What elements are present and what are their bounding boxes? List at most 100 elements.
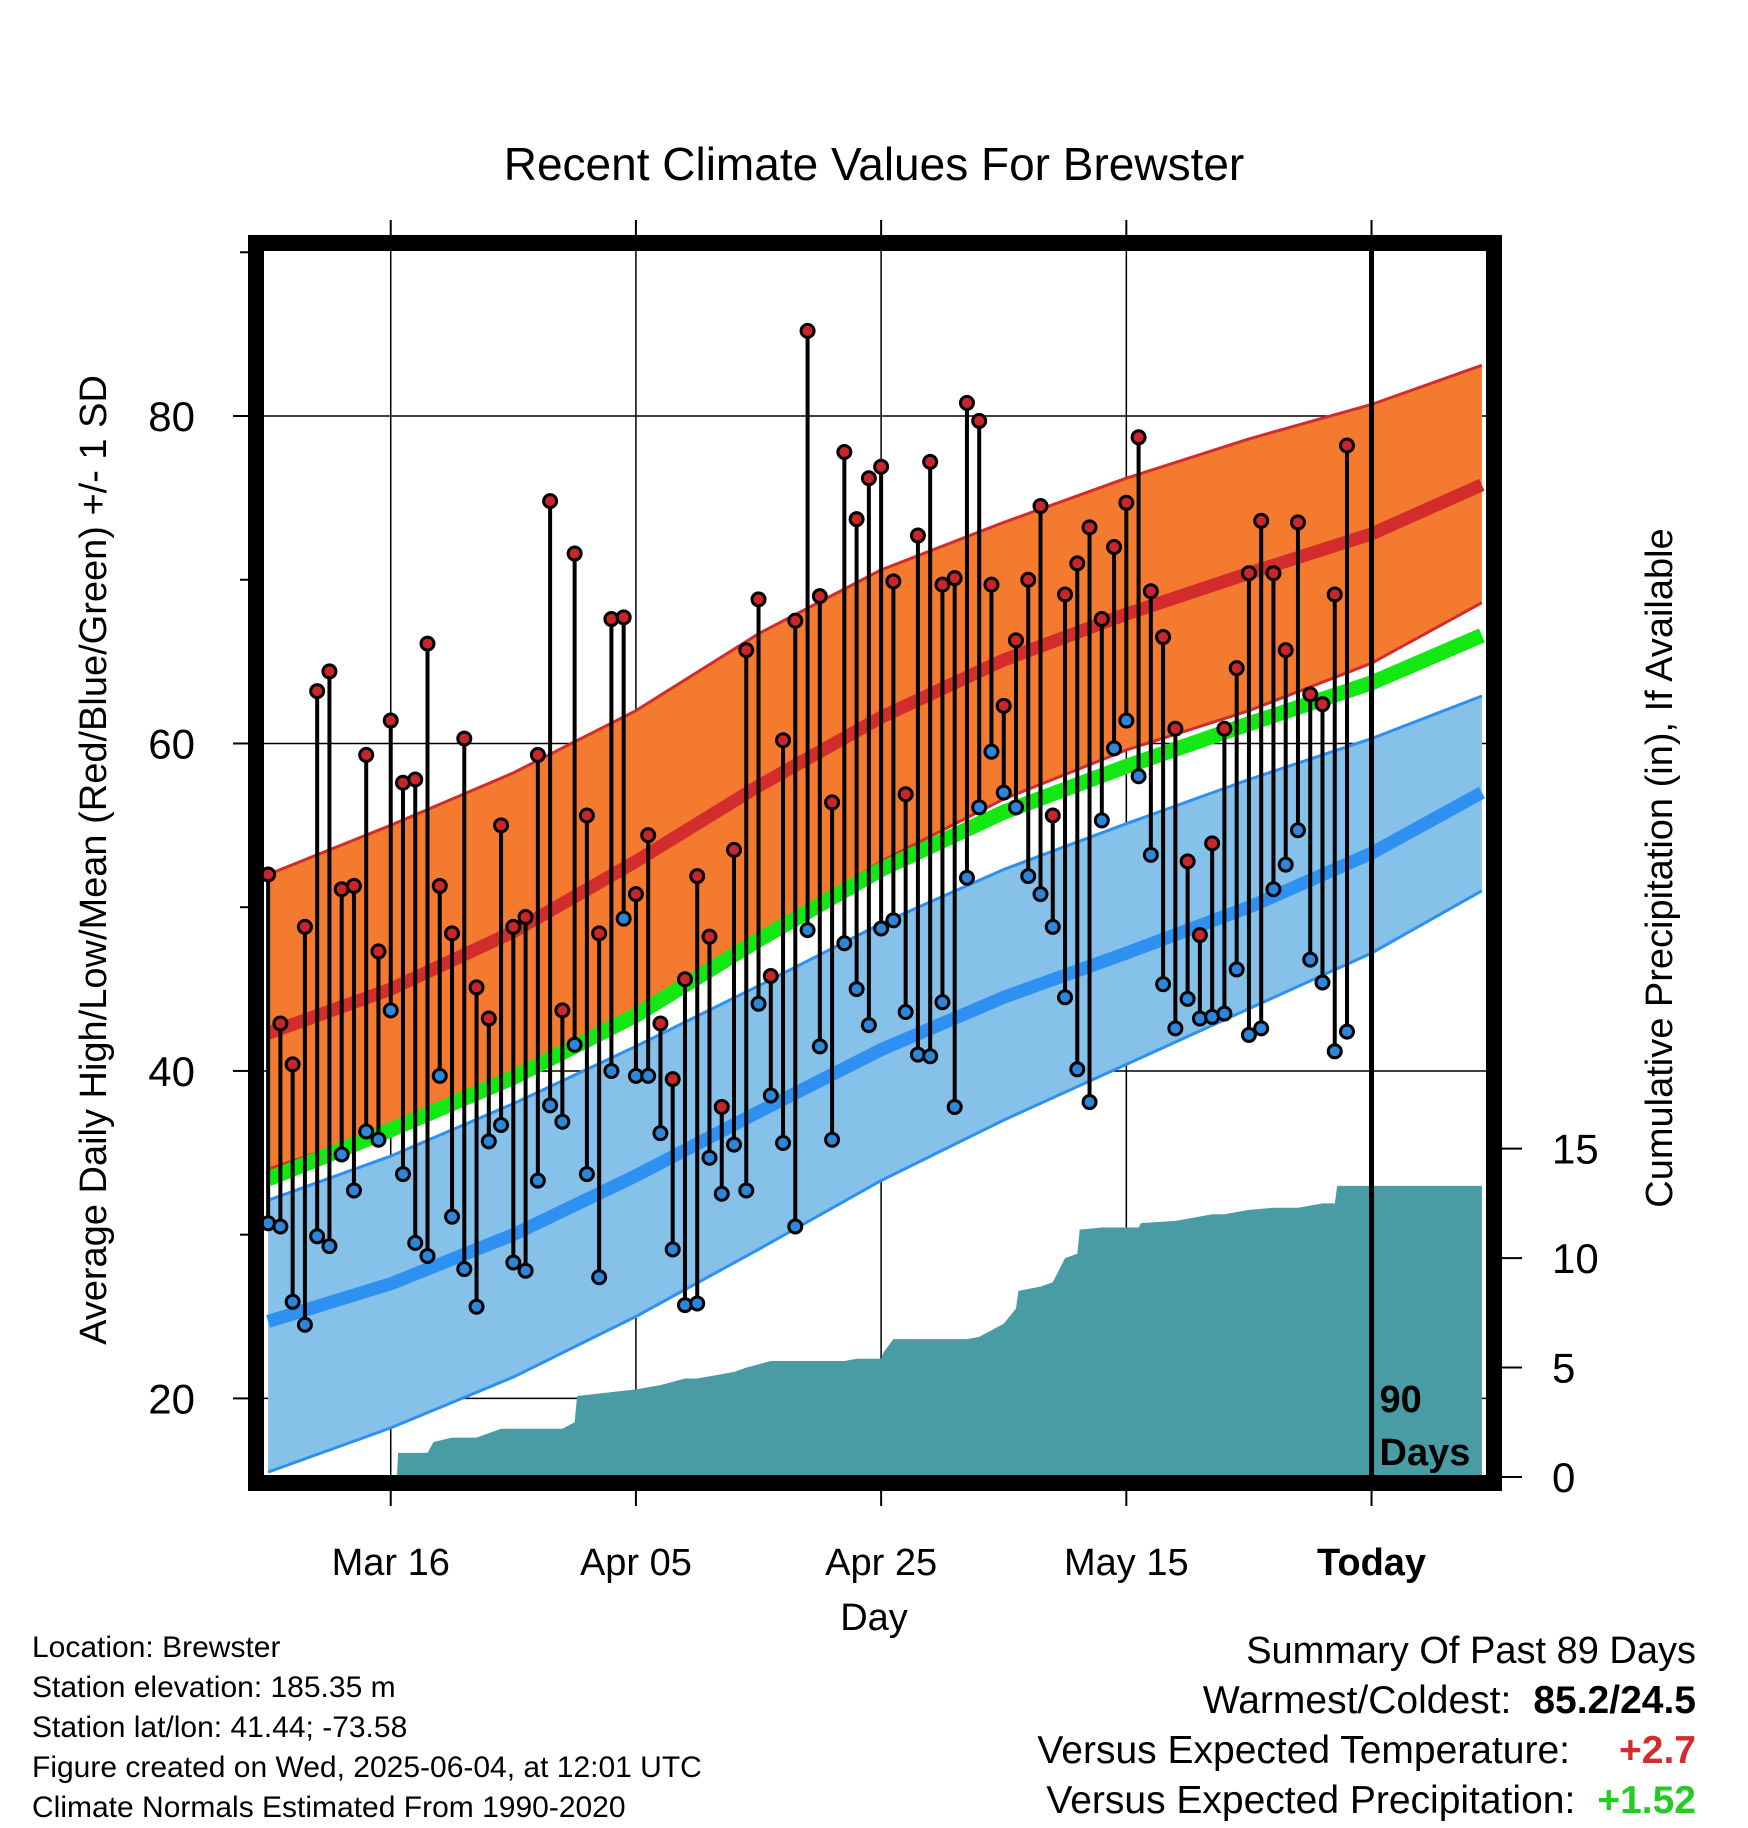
high-point-day-19: [493, 817, 510, 834]
low-point-day-88: [1339, 1023, 1356, 1040]
low-point-day-74: [1167, 1020, 1184, 1037]
low-point-day-19: [493, 1116, 510, 1133]
x-tick-label-3: May 15: [1064, 1542, 1189, 1584]
low-point-day-16: [456, 1261, 473, 1278]
low-point-day-18: [480, 1133, 497, 1150]
high-point-day-42: [775, 732, 792, 749]
low-point-day-1: [272, 1218, 289, 1235]
high-point-day-43: [787, 612, 804, 629]
high-point-day-10: [382, 712, 399, 729]
low-point-day-83: [1277, 856, 1294, 873]
temperature-label: Versus Expected Temperature:: [1037, 1729, 1570, 1772]
warmest-coldest-value: 85.2/24.5: [1533, 1679, 1696, 1722]
high-point-day-68: [1093, 611, 1110, 628]
low-mean-line: [266, 786, 1486, 1328]
low-point-day-58: [971, 799, 988, 816]
high-point-day-33: [664, 1071, 681, 1088]
high-normal-band: [268, 365, 1482, 1170]
station-info: Location: Brewster Station elevation: 18…: [32, 1628, 702, 1828]
high-point-day-34: [676, 971, 693, 988]
elevation-text: Station elevation: 185.35 m: [32, 1671, 396, 1704]
low-point-day-36: [701, 1149, 718, 1166]
low-point-day-15: [444, 1208, 461, 1225]
low-point-day-52: [897, 1003, 914, 1020]
low-point-day-72: [1142, 846, 1159, 863]
x-tick-label-4: Today: [1317, 1542, 1426, 1584]
high-point-day-58: [971, 412, 988, 429]
low-point-day-82: [1265, 881, 1282, 898]
low-point-day-87: [1326, 1043, 1343, 1060]
low-point-day-43: [787, 1218, 804, 1235]
chart-title: Recent Climate Values For Brewster: [504, 138, 1245, 190]
high-point-day-70: [1118, 494, 1135, 511]
low-point-day-62: [1020, 868, 1037, 885]
low-point-day-78: [1216, 1005, 1233, 1022]
low-point-day-67: [1081, 1094, 1098, 1111]
low-point-day-41: [762, 1087, 779, 1104]
high-point-day-1: [272, 1015, 289, 1032]
high-point-day-56: [946, 570, 963, 587]
low-point-day-51: [885, 912, 902, 929]
low-band-lower-edge: [267, 889, 1483, 1474]
high-point-day-77: [1204, 835, 1221, 852]
high-point-day-63: [1032, 498, 1049, 515]
high-point-day-86: [1314, 696, 1331, 713]
high-point-day-9: [370, 943, 387, 960]
low-point-day-7: [345, 1182, 362, 1199]
high-point-day-18: [480, 1010, 497, 1027]
low-point-day-75: [1179, 990, 1196, 1007]
high-point-day-38: [726, 841, 743, 858]
high-point-day-25: [566, 545, 583, 562]
low-point-day-39: [738, 1182, 755, 1199]
low-point-day-86: [1314, 974, 1331, 991]
low-point-day-14: [431, 1067, 448, 1084]
precipitation-label: Versus Expected Precipitation:: [1046, 1779, 1576, 1822]
high-point-day-30: [627, 886, 644, 903]
x-axis-label: Day: [840, 1597, 908, 1639]
plot-frame: [248, 235, 1502, 1491]
low-point-day-3: [296, 1316, 313, 1333]
y-axis-label-right: Cumulative Precipitation (in), If Availa…: [1639, 528, 1681, 1207]
high-point-day-69: [1106, 538, 1123, 555]
high-point-day-74: [1167, 720, 1184, 737]
low-point-day-45: [811, 1038, 828, 1055]
x-tick-label-0: Mar 16: [332, 1542, 450, 1584]
high-point-day-26: [578, 807, 595, 824]
high-point-day-85: [1302, 686, 1319, 703]
low-point-day-68: [1093, 812, 1110, 829]
high-point-day-0: [262, 866, 277, 883]
low-point-day-63: [1032, 886, 1049, 903]
high-point-day-17: [468, 979, 485, 996]
precipitation-value: +1.52: [1597, 1779, 1696, 1822]
latlon-text: Station lat/lon: 41.44; -73.58: [32, 1711, 408, 1744]
precipitation-area: [268, 1185, 1482, 1477]
low-normal-band: [268, 696, 1482, 1473]
summary-warmest-coldest: Warmest/Coldest: 85.2/24.5: [1037, 1676, 1696, 1726]
high-point-day-83: [1277, 642, 1294, 659]
high-point-day-87: [1326, 586, 1343, 603]
low-point-day-70: [1118, 712, 1135, 729]
x-tick-label-1: Apr 05: [580, 1542, 692, 1584]
high-point-day-61: [1007, 632, 1024, 649]
low-point-day-85: [1302, 951, 1319, 968]
low-point-day-69: [1106, 740, 1123, 757]
high-point-day-3: [296, 918, 313, 935]
low-point-day-48: [848, 981, 865, 998]
low-point-day-9: [370, 1131, 387, 1148]
high-point-day-12: [407, 771, 424, 788]
high-point-day-65: [1057, 586, 1074, 603]
high-point-day-59: [983, 576, 1000, 593]
low-point-day-11: [394, 1166, 411, 1183]
high-point-day-20: [505, 918, 522, 935]
today-marker: 90 Days: [1369, 245, 1470, 1481]
y-right-tick-label-0: 0: [1552, 1454, 1575, 1501]
daily-points: [262, 322, 1356, 1333]
high-point-day-66: [1069, 555, 1086, 572]
low-point-day-81: [1253, 1020, 1270, 1037]
low-point-day-23: [542, 1097, 559, 1114]
high-point-day-4: [309, 683, 326, 700]
low-point-day-71: [1130, 768, 1147, 785]
daily-stems: [266, 330, 1350, 1325]
high-point-day-35: [689, 868, 706, 885]
